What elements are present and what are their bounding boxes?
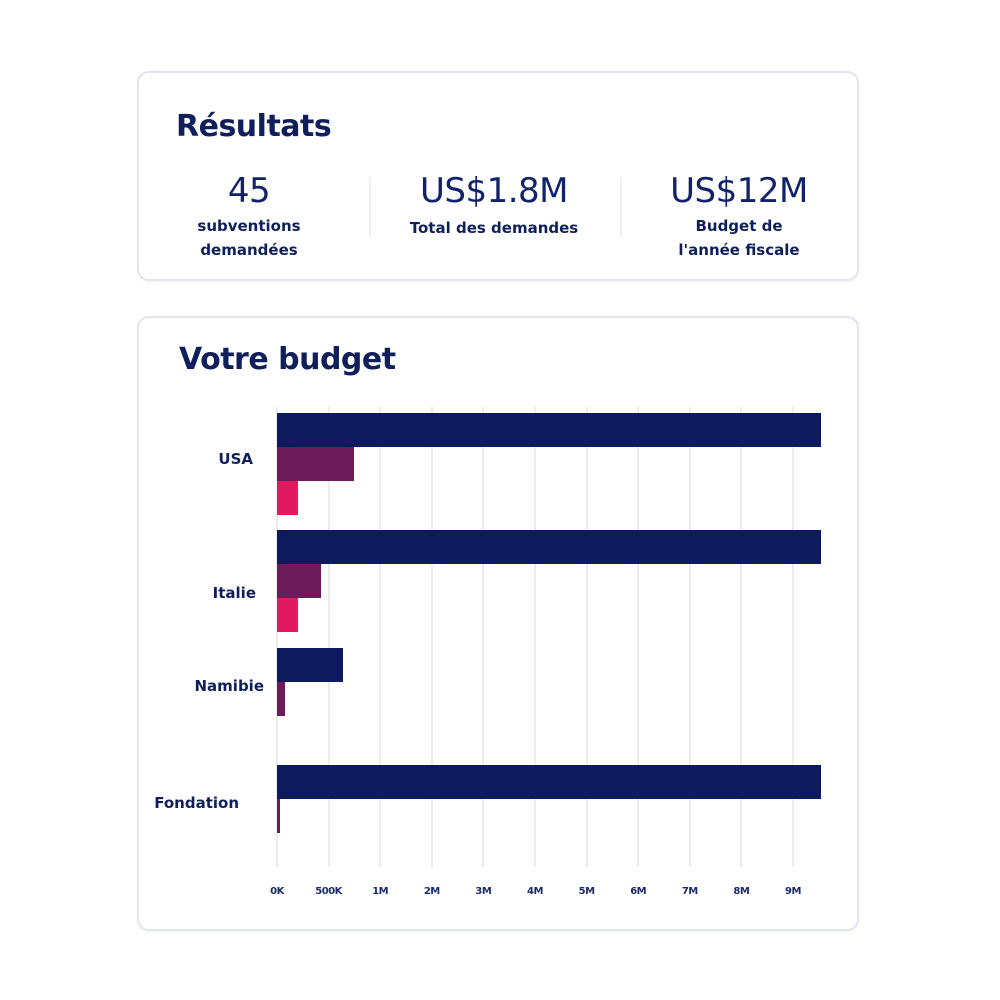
stat-label: subventions demandées	[179, 214, 319, 262]
budget-title: Votre budget	[179, 342, 396, 377]
bar-usa-budget[interactable]	[277, 413, 822, 447]
results-title: Résultats	[176, 109, 332, 144]
results-card: Résultats 45 subventions demandées US$1.…	[137, 71, 859, 281]
gridline	[534, 407, 536, 867]
category-label: USA	[218, 450, 253, 468]
x-tick-label: 5M	[578, 886, 595, 897]
x-tick-label: 1M	[372, 886, 389, 897]
gridline	[379, 407, 382, 867]
stat-fiscal-budget: US$12M Budget de l'année fiscale	[639, 169, 839, 262]
stat-grants-requested: 45 subventions demandées	[179, 169, 319, 262]
bar-italie-demandes[interactable]	[277, 564, 321, 598]
bar-namibie-budget[interactable]	[277, 648, 344, 682]
stat-total-requests: US$1.8M Total des demandes	[389, 169, 599, 240]
x-tick-label: 6M	[630, 886, 647, 897]
category-label: Namibie	[194, 677, 265, 695]
bar-usa-demandes[interactable]	[277, 447, 355, 481]
x-tick-label: 0K	[270, 886, 284, 897]
stat-value: US$12M	[670, 171, 808, 211]
x-tick-label: 3M	[475, 886, 492, 897]
gridline	[688, 407, 691, 867]
stat-label-line: subventions	[197, 217, 301, 235]
x-tick-label: 7M	[681, 886, 698, 897]
divider	[369, 177, 371, 237]
stat-label: Total des demandes	[389, 216, 599, 240]
category-label: Fondation	[154, 794, 239, 812]
stat-label: Budget de l'année fiscale	[639, 214, 839, 262]
gridline	[585, 407, 588, 867]
stat-value: US$1.8M	[419, 171, 569, 211]
gridline	[792, 407, 794, 867]
gridline	[276, 407, 278, 867]
bar-fondation-demandes[interactable]	[277, 799, 281, 833]
stat-label-line: demandées	[200, 241, 298, 259]
budget-bar-chart: 0K 500K 1M 2M 3M 4M 5M 6M 7M 8M 9M USA Italie Namibie…	[139, 318, 857, 929]
stat-value: 45	[227, 171, 271, 211]
gridline	[740, 407, 743, 867]
x-tick-label: 8M	[733, 886, 750, 897]
bar-italie-accordé[interactable]	[277, 598, 298, 632]
x-tick-label: 4M	[527, 886, 543, 897]
x-tick-label: 2M	[423, 886, 440, 897]
bar-fondation-budget[interactable]	[277, 765, 822, 799]
gridline	[482, 407, 485, 867]
stat-label-line: Total des demandes	[409, 219, 579, 237]
bar-usa-accordé[interactable]	[277, 481, 298, 515]
stat-label-line: l'année fiscale	[678, 241, 800, 259]
gridline	[430, 407, 433, 867]
x-tick-label: 500K	[315, 886, 342, 897]
budget-card: Votre budget 0K 500K 1M 2M 3M 4M 5M 6M 7M 8M 9M USA…	[137, 316, 859, 931]
bar-namibie-demandes[interactable]	[277, 682, 285, 716]
x-tick-label: 9M	[785, 886, 801, 897]
gridline	[327, 407, 330, 867]
gridline	[637, 407, 640, 867]
bar-italie-budget[interactable]	[277, 530, 822, 564]
stat-label-line: Budget de	[695, 217, 783, 235]
divider	[620, 177, 622, 237]
category-label: Italie	[212, 584, 256, 602]
